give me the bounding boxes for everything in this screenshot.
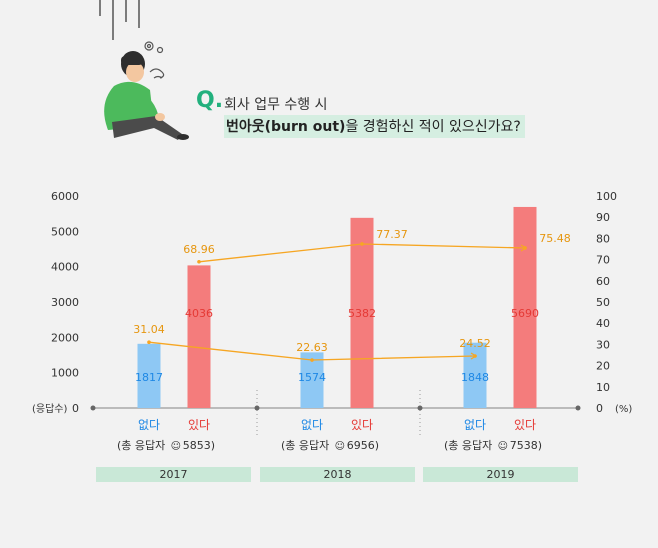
pct-label-no: 22.63	[296, 341, 328, 354]
y-tick-label: 5000	[51, 225, 79, 238]
y2-tick-label: 90	[596, 211, 610, 224]
pct-label-yes: 75.48	[539, 232, 571, 245]
burnout-person-illustration	[99, 0, 189, 140]
respondent-total-2018: (총 응답자 ☺ 6956)	[281, 437, 379, 453]
y2-tick-label: 30	[596, 338, 610, 351]
year-band-2017: 2017	[96, 467, 251, 482]
group-separator-dot	[417, 405, 423, 411]
y2-tick-label: 70	[596, 254, 610, 267]
group-separator-dot	[254, 405, 260, 411]
y2-tick-label: 60	[596, 275, 610, 288]
category-label-no: 없다	[464, 418, 486, 432]
person-icon: ☺	[497, 441, 508, 452]
category-label-no: 없다	[138, 418, 160, 432]
category-label-no: 없다	[301, 418, 323, 432]
y-tick-label: 4000	[51, 261, 79, 274]
year-band-2019: 2019	[423, 467, 578, 482]
y-tick-label: 2000	[51, 331, 79, 344]
pct-label-no: 31.04	[133, 323, 165, 336]
bar-no-2019	[463, 342, 487, 408]
bar-yes-2019	[513, 206, 537, 408]
y2-tick-label: 100	[596, 190, 617, 203]
category-label-yes: 있다	[514, 418, 536, 432]
respondent-total-value: 6956)	[346, 439, 380, 452]
pct-arrow	[470, 352, 478, 360]
year-band-2018: 2018	[260, 467, 415, 482]
y-axis-label: (응답수)	[32, 403, 68, 415]
pct-point	[360, 242, 364, 246]
pct-point	[147, 340, 151, 344]
bar-value-label: 1848	[461, 371, 489, 384]
category-label-yes: 있다	[351, 418, 373, 432]
y-tick-label: 3000	[51, 296, 79, 309]
y2-tick-label: 0	[596, 402, 603, 415]
pct-point	[197, 260, 201, 264]
pct-label-no: 24.52	[459, 337, 491, 350]
bar-value-label: 1574	[298, 371, 326, 384]
y2-axis-label: (%)	[615, 404, 632, 415]
y-tick-label: 6000	[51, 190, 79, 203]
y-tick-label: 0	[72, 402, 79, 415]
question-line-2: 번아웃(burn out)을 경험하신 적이 있으신가요?	[224, 115, 525, 138]
y-tick-label: 1000	[51, 367, 79, 380]
respondent-total-2019: (총 응답자 ☺ 7538)	[444, 437, 542, 453]
respondent-total-label: (총 응답자	[281, 439, 330, 452]
bar-no-2017	[137, 343, 161, 408]
person-icon: ☺	[170, 441, 181, 452]
question-highlight: 번아웃(burn out)	[226, 119, 346, 135]
sigh-icon	[149, 68, 165, 79]
y2-tick-label: 50	[596, 296, 610, 309]
dizzy-icon	[144, 41, 164, 54]
person-icon: ☺	[334, 441, 345, 452]
bar-yes-2018	[350, 217, 374, 408]
person-figure	[104, 51, 189, 140]
bar-value-label: 5690	[511, 307, 539, 320]
respondent-total-value: 7538)	[509, 439, 543, 452]
question-line-1: 회사 업무 수행 시	[224, 97, 328, 113]
y2-tick-label: 10	[596, 381, 610, 394]
question-line-2-rest: 을 경험하신 적이 있으신가요?	[345, 119, 521, 135]
y2-tick-label: 20	[596, 360, 610, 373]
pct-point	[310, 358, 314, 362]
respondent-total-label: (총 응답자	[444, 439, 493, 452]
y2-tick-label: 40	[596, 317, 610, 330]
respondent-total-value: 5853)	[182, 439, 216, 452]
category-label-yes: 있다	[188, 418, 210, 432]
axis-end-dot	[575, 405, 581, 411]
respondent-total-2017: (총 응답자 ☺ 5853)	[117, 437, 215, 453]
pct-label-yes: 77.37	[376, 228, 408, 241]
bar-yes-2017	[187, 265, 211, 408]
axis-end-dot	[90, 405, 96, 411]
bar-no-2018	[300, 352, 324, 408]
question-mark-label: Q.	[196, 88, 224, 113]
respondent-total-label: (총 응답자	[117, 439, 166, 452]
pct-arrow	[520, 244, 528, 252]
y2-tick-label: 80	[596, 232, 610, 245]
bar-value-label: 4036	[185, 307, 213, 320]
pct-label-yes: 68.96	[183, 243, 215, 256]
bar-value-label: 5382	[348, 307, 376, 320]
falling-lines	[99, 0, 140, 40]
bar-value-label: 1817	[135, 371, 163, 384]
